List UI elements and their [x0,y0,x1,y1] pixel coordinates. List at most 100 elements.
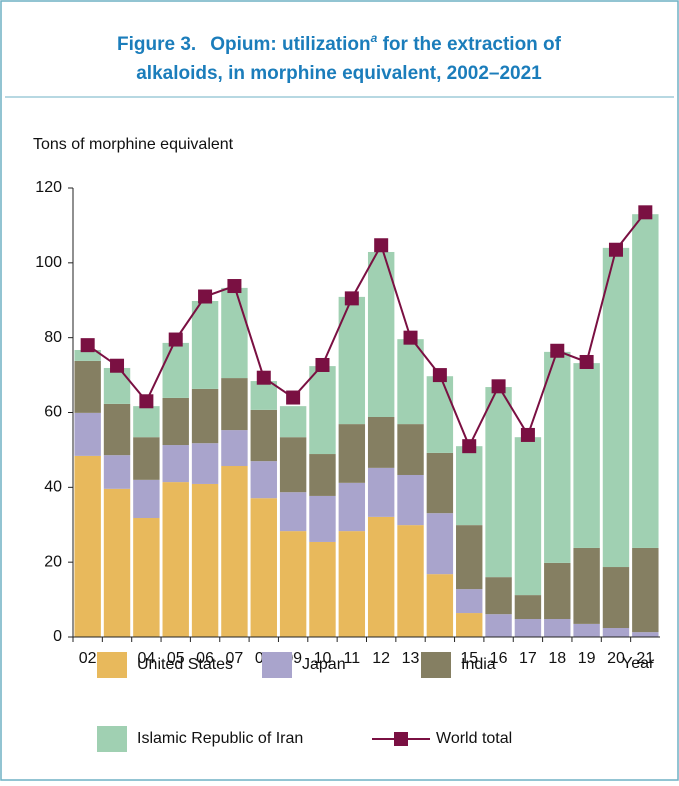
bar-segment [250,409,277,462]
y-tick-label: 40 [44,479,62,496]
bar-segment [602,247,630,568]
bar-segment [544,619,571,637]
bar-segment [514,595,542,620]
bar-segment [250,381,277,410]
line-marker [403,330,418,345]
title-figure: Figure 3. [117,34,196,55]
line-marker [227,279,242,294]
bar-segment [309,495,336,542]
bar-segment [279,492,307,532]
line-marker [638,205,653,220]
x-tick-label: 05 [167,650,185,667]
bar-segment [397,474,424,526]
bar-segment [338,531,366,637]
bar-segment [338,296,366,425]
bar-segment [162,482,189,637]
x-tick-label: 07 [226,650,244,667]
bar-segment [133,518,160,637]
x-axis-label: Year [622,655,655,672]
line-marker [110,358,125,373]
x-tick-label: 10 [314,650,332,667]
y-tick-label: 60 [44,404,62,421]
bar-segment [191,300,219,389]
line-marker [80,338,95,353]
line-marker [462,439,477,454]
bar-segment [632,547,659,633]
x-tick-label: 18 [548,650,566,667]
bar-segment [221,466,248,637]
x-tick-label: 21 [636,650,654,667]
bar-segment [133,437,160,480]
bar-segment [367,467,395,517]
line-marker [256,370,271,385]
bar-segment [279,406,307,438]
bar-segment [456,613,483,637]
bar-segment [103,488,131,637]
line-marker [315,357,330,372]
title-line1: Opium: utilization [210,34,370,55]
title-superscript: a [371,31,378,45]
bar-segment [162,397,189,446]
bar-segment [191,388,219,444]
legend-label: Islamic Republic of Iran [137,730,303,747]
bar-segment [632,214,659,548]
bar-segment [221,378,248,431]
x-tick-label: 12 [372,650,390,667]
bar-segment [74,455,101,637]
bar-segment [221,287,248,379]
bar-segment [573,363,600,548]
y-tick-label: 20 [44,553,62,570]
x-tick-label: 13 [402,650,420,667]
bar-segment [103,403,131,456]
bar-segment [309,454,336,496]
bar-segment [133,406,160,438]
bar-segment [250,498,277,637]
legend-label: Japan [302,656,346,673]
y-tick-label: 0 [53,628,62,645]
chart-title-line2: alkaloids, in morphine equivalent, 2002–… [136,63,542,84]
bar-segment [602,567,630,629]
legend-label: United States [137,656,233,673]
bar-segment [573,623,600,637]
legend-swatch [421,652,451,678]
bar-segment [397,339,424,425]
bar-segment [514,437,542,596]
bar-segment [397,525,424,637]
x-tick-label: 15 [460,650,478,667]
line-marker [520,427,535,442]
x-tick-label: 19 [578,650,596,667]
line-marker [344,291,359,306]
x-tick-label: 11 [344,650,361,667]
y-axis-label: Tons of morphine equivalent [33,136,234,153]
bar-segment [250,461,277,499]
bar-segment [133,479,160,519]
line-marker [432,368,447,383]
line-marker [608,242,623,257]
x-tick-label: 17 [519,650,537,667]
bar-segment [338,424,366,483]
line [87,211,647,449]
bar-segment [426,513,454,575]
bar-segment [456,446,483,526]
bar-segment [573,547,600,624]
bar-segment [367,516,395,637]
chart-title: Figure 3. Opium: utilizationa for the ext… [117,31,562,55]
bar-segment [191,443,219,484]
line-marker [579,354,594,369]
bar-segment [221,430,248,467]
line-marker [198,289,213,304]
bar-segment [485,614,512,637]
x-tick-label: 02 [79,650,97,667]
bar-segment [191,483,219,637]
bar-segment [74,360,101,413]
line-marker [286,390,301,405]
legend-label: World total [436,730,512,747]
bar-segment [74,412,101,456]
line-marker [168,332,183,347]
bar-segment [456,589,483,614]
bar-segment [103,367,131,404]
bar-segment [485,387,512,578]
legend-label: India [461,656,496,673]
bar-segment [426,574,454,637]
